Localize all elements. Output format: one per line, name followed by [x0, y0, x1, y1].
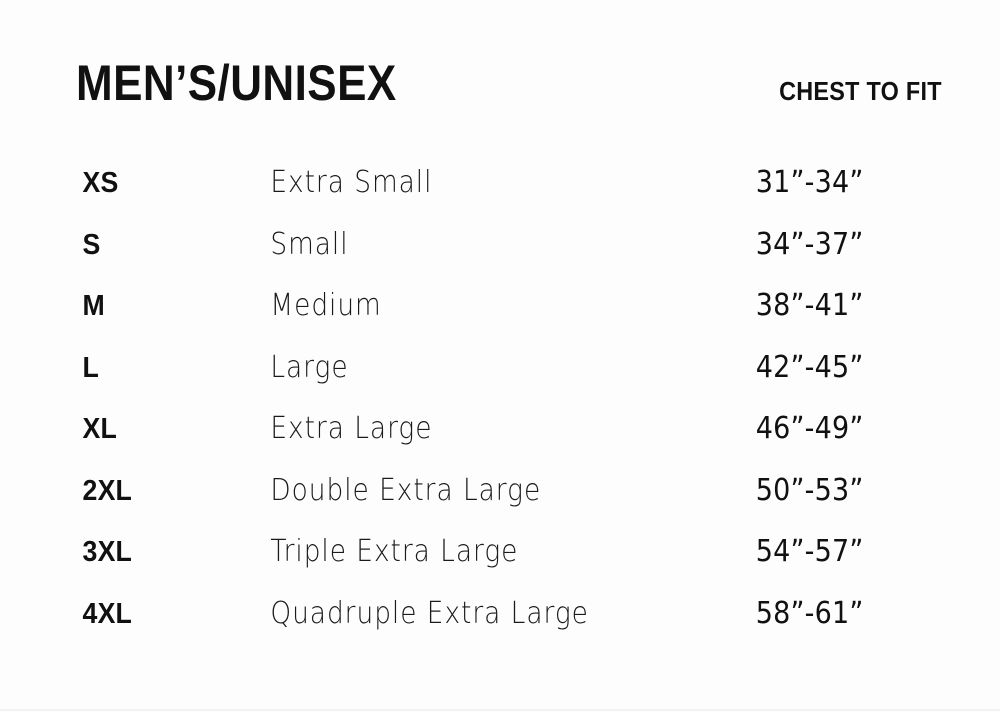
- size-code: 2XL: [82, 474, 133, 507]
- size-code: L: [82, 351, 100, 384]
- size-name: Extra Small: [270, 165, 433, 200]
- size-name: Extra Large: [270, 411, 433, 446]
- table-row: L Large 42”-45”: [76, 349, 942, 415]
- table-row: XS Extra Small 31”-34”: [76, 168, 942, 230]
- table-row: 3XL Triple Extra Large 54”-57”: [76, 537, 942, 599]
- size-name: Medium: [270, 288, 382, 323]
- table-row: XL Extra Large 46”-49”: [76, 414, 942, 476]
- chest-measurement: 31”-34”: [755, 165, 864, 200]
- table-row: 4XL Quadruple Extra Large 58”-61”: [76, 595, 942, 661]
- chest-measurement: 54”-57”: [755, 534, 864, 569]
- chest-measurement: 50”-53”: [755, 472, 864, 508]
- chest-measurement: 46”-49”: [755, 411, 864, 446]
- table-row: S Small 34”-37”: [76, 226, 942, 292]
- chest-measurement: 42”-45”: [755, 349, 864, 385]
- chest-measurement: 58”-61”: [755, 595, 864, 631]
- size-table: XS Extra Small 31”-34” S Small 34”-37” M…: [76, 168, 942, 660]
- size-code: XS: [82, 167, 119, 199]
- chest-measurement: 34”-37”: [755, 226, 864, 262]
- chart-header: MEN’S/UNISEX CHEST TO FIT: [76, 58, 942, 120]
- size-code: 4XL: [82, 597, 133, 630]
- table-row: 2XL Double Extra Large 50”-53”: [76, 472, 942, 538]
- size-name: Double Extra Large: [270, 472, 542, 508]
- page-title: MEN’S/UNISEX: [76, 55, 397, 111]
- size-name: Large: [270, 349, 349, 385]
- size-name: Quadruple Extra Large: [270, 595, 589, 631]
- bottom-edge-divider: [0, 709, 1000, 711]
- measurement-column-header: CHEST TO FIT: [779, 76, 942, 106]
- size-code: M: [82, 290, 105, 322]
- table-row: M Medium 38”-41”: [76, 291, 942, 353]
- size-name: Small: [270, 226, 349, 262]
- size-code: S: [82, 228, 101, 261]
- size-code: XL: [82, 413, 118, 445]
- chest-measurement: 38”-41”: [755, 288, 864, 323]
- size-code: 3XL: [82, 536, 133, 568]
- size-name: Triple Extra Large: [270, 534, 519, 569]
